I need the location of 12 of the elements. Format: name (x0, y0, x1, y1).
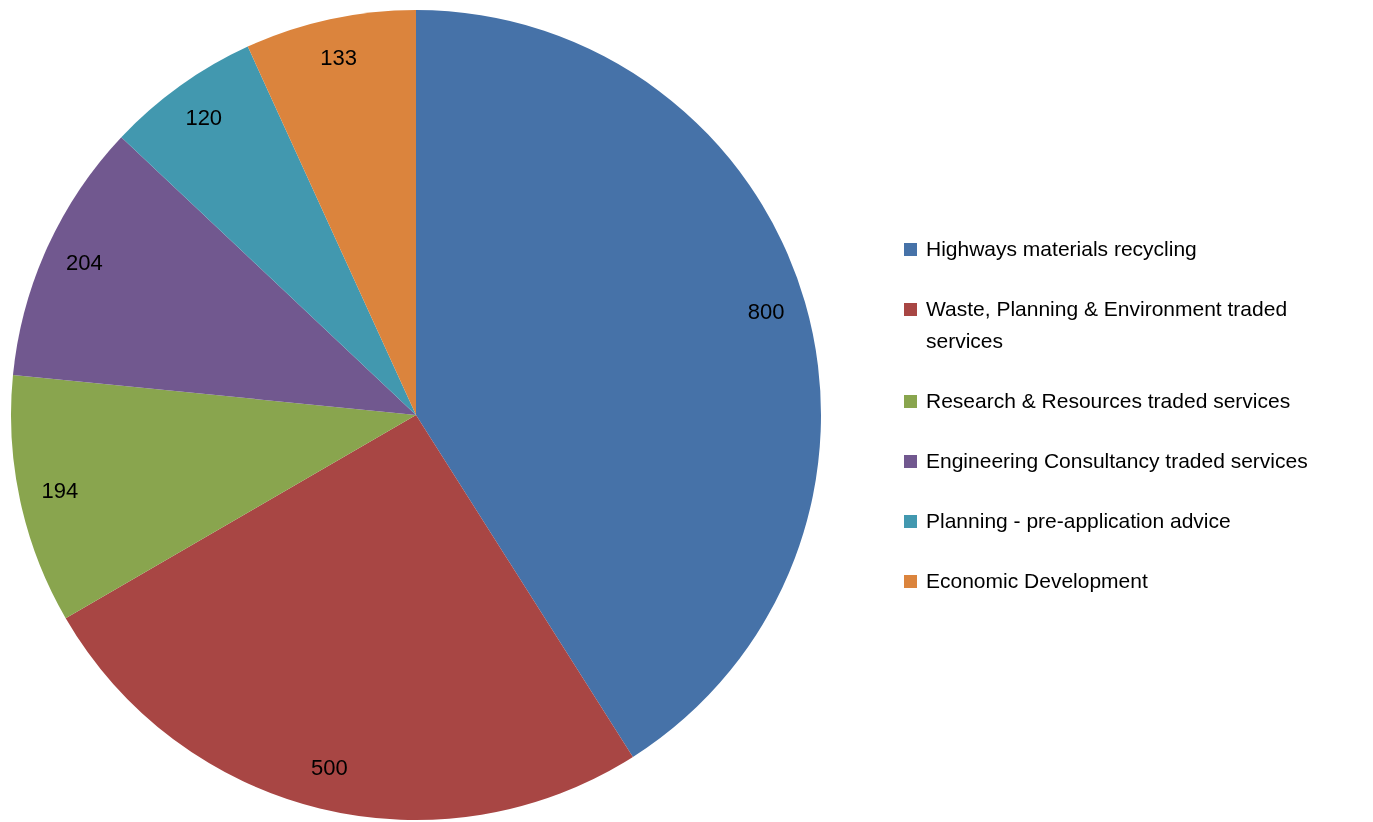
legend-label: Economic Development (926, 568, 1148, 594)
data-label: 194 (41, 478, 79, 504)
data-label: 204 (65, 249, 103, 275)
legend-label: Research & Resources traded services (926, 388, 1291, 414)
data-label: 800 (747, 299, 785, 325)
data-label: 133 (320, 44, 357, 70)
legend-label: Highways materials recycling (926, 236, 1197, 262)
legend-label: Waste, Planning & Environment traded services (926, 296, 1289, 354)
data-label: 500 (311, 755, 348, 781)
legend-label: Planning - pre-application advice (926, 508, 1231, 534)
legend-label: Engineering Consultancy traded services (926, 448, 1308, 474)
data-label: 120 (185, 104, 223, 130)
